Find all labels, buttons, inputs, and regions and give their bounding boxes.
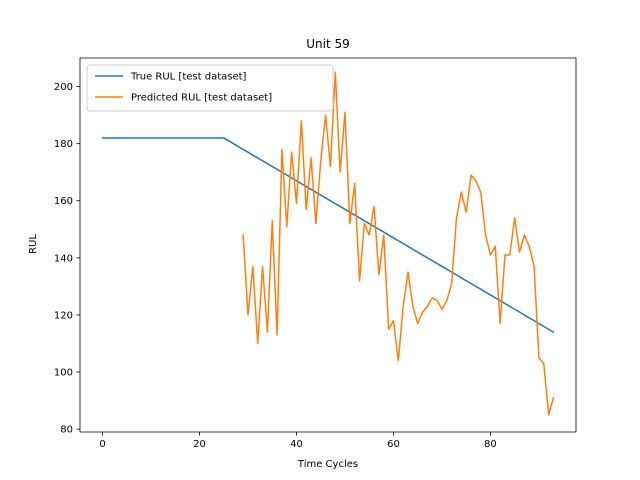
y-tick-label: 100 xyxy=(54,368,73,379)
y-tick-label: 140 xyxy=(54,253,73,264)
y-tick-label: 120 xyxy=(54,310,73,321)
x-axis-label: Time Cycles xyxy=(297,459,358,470)
x-tick-label: 80 xyxy=(484,439,497,450)
x-axis-ticks: 0 20 40 60 80 xyxy=(99,432,497,450)
y-tick-label: 80 xyxy=(60,425,73,436)
x-tick-label: 0 xyxy=(99,439,105,450)
legend: True RUL [test dataset] Predicted RUL [te… xyxy=(86,64,334,112)
x-tick-label: 40 xyxy=(290,439,303,450)
legend-label-1: Predicted RUL [test dataset] xyxy=(131,93,272,104)
y-tick-label: 180 xyxy=(54,139,73,150)
series-line-1 xyxy=(242,71,555,416)
series-lines xyxy=(101,71,555,416)
y-axis-ticks: 80 100 120 140 160 180 200 xyxy=(54,82,80,436)
legend-box xyxy=(86,64,334,112)
plot-area xyxy=(80,58,576,432)
plot-area-background xyxy=(80,58,576,432)
series-line-0 xyxy=(101,137,555,334)
axes xyxy=(79,57,577,433)
y-tick-label: 160 xyxy=(54,196,73,207)
legend-label-0: True RUL [test dataset] xyxy=(130,72,247,83)
x-tick-label: 60 xyxy=(387,439,400,450)
y-tick-label: 200 xyxy=(54,82,73,93)
y-axis-label: RUL xyxy=(28,234,39,254)
x-tick-label: 20 xyxy=(193,439,206,450)
chart-title: Unit 59 xyxy=(306,37,350,51)
